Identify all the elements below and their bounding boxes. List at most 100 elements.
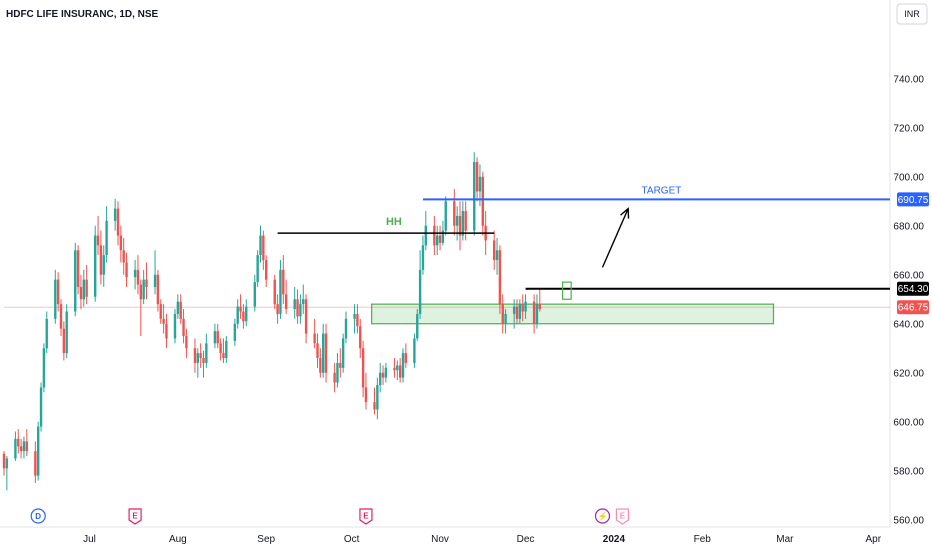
candle-body <box>276 304 279 314</box>
candle-body <box>102 255 105 275</box>
candle-body <box>59 304 63 329</box>
candle-body <box>353 313 356 319</box>
split-marker-label: ⚡ <box>598 511 608 521</box>
candle-body <box>364 387 368 403</box>
candle-body <box>159 304 162 319</box>
y-tick-label: 740.00 <box>893 74 924 85</box>
candle-body <box>504 313 507 324</box>
candle-body <box>233 323 237 341</box>
candle-body <box>116 208 120 236</box>
candle-body <box>5 458 9 469</box>
candle-body <box>393 367 396 371</box>
breakout-box <box>561 281 572 300</box>
candle-body <box>316 343 319 359</box>
y-tick-label: 700.00 <box>893 172 924 183</box>
candle-body <box>424 225 427 246</box>
candle-body <box>495 250 499 261</box>
support-zone-layer <box>371 303 775 325</box>
candle-body <box>493 240 496 261</box>
candle-body <box>361 348 365 388</box>
candle-body <box>478 176 482 192</box>
candle-body <box>481 176 484 226</box>
event-markers: D E E ⚡ E <box>30 508 630 525</box>
x-tick-label: 2024 <box>603 534 626 545</box>
time-axis[interactable]: Jul Aug Sep Oct Nov Dec 2024 Feb Mar Apr <box>83 534 882 545</box>
candle-body <box>433 225 436 246</box>
currency-label: INR <box>904 9 920 19</box>
candle-body <box>384 367 388 378</box>
candle-body <box>458 215 462 236</box>
candle-body <box>296 299 299 317</box>
price-axis[interactable]: 560.00 580.00 600.00 620.00 640.00 660.00 680.… <box>893 74 924 526</box>
candle-body <box>253 282 256 307</box>
y-tick-label: 660.00 <box>893 270 924 281</box>
x-tick-label: Jul <box>83 534 96 545</box>
candle-body <box>22 441 26 452</box>
candle-body <box>153 274 157 287</box>
candle-body <box>79 287 83 300</box>
x-tick-label: Apr <box>865 534 881 545</box>
earnings-marker-label: E <box>132 512 138 521</box>
candle-body <box>356 313 359 327</box>
candle-body <box>324 333 328 373</box>
candle-body <box>199 353 202 359</box>
currency-selector[interactable]: INR <box>896 3 928 25</box>
candle-body <box>265 260 268 280</box>
candle-body <box>381 372 385 378</box>
candle-body <box>379 372 382 385</box>
candle-body <box>25 441 28 452</box>
x-tick-label: Feb <box>694 534 712 545</box>
earnings-marker-label: E <box>363 512 369 521</box>
candle-body <box>156 274 160 305</box>
candle-body <box>359 326 362 349</box>
candle-body <box>19 446 23 452</box>
candle-body <box>225 340 228 359</box>
candle-body <box>139 284 142 300</box>
candle-body <box>302 299 305 305</box>
chart-title: HDFC LIFE INSURANC, 1D, NSE <box>6 9 159 20</box>
candle-body <box>62 328 66 354</box>
projection-arrow <box>601 208 629 268</box>
price-badge-label: 654.30 <box>898 284 929 295</box>
candle-body <box>239 306 242 312</box>
candle-body <box>532 301 536 324</box>
candle-body <box>398 365 402 378</box>
candle-body <box>145 279 148 287</box>
earnings-icon <box>128 508 142 525</box>
candle-body <box>193 348 197 363</box>
candle-body <box>105 220 108 256</box>
support-zone <box>371 303 775 325</box>
candle-body <box>14 438 17 459</box>
candle-body <box>498 250 502 305</box>
x-tick-label: Aug <box>169 534 187 545</box>
candle-body <box>396 365 399 371</box>
candle-body <box>54 279 57 319</box>
candle-body <box>304 299 308 334</box>
candle-body <box>444 201 447 231</box>
y-tick-label: 600.00 <box>893 417 924 428</box>
x-tick-label: Oct <box>344 534 360 545</box>
candle-body <box>401 353 405 378</box>
candle-body <box>538 304 541 310</box>
candle-body <box>196 353 199 363</box>
candle-body <box>242 311 245 322</box>
candle-body <box>518 304 522 319</box>
currency-box <box>896 3 928 25</box>
candle-body <box>441 230 445 243</box>
y-tick-label: 580.00 <box>893 466 924 477</box>
y-tick-label: 680.00 <box>893 221 924 232</box>
candle-body <box>322 333 325 373</box>
candle-body <box>279 269 282 314</box>
candle-body <box>39 387 43 427</box>
candle-body <box>416 313 419 339</box>
candle-body <box>413 338 416 363</box>
candle-body <box>473 162 476 231</box>
candle-body <box>436 235 439 246</box>
candle-body <box>56 279 60 305</box>
candle-body <box>336 362 339 383</box>
annotation-layer: TARGET HH <box>277 185 890 300</box>
higher-high-label: HH <box>386 216 402 228</box>
x-tick-label: Nov <box>431 534 449 545</box>
